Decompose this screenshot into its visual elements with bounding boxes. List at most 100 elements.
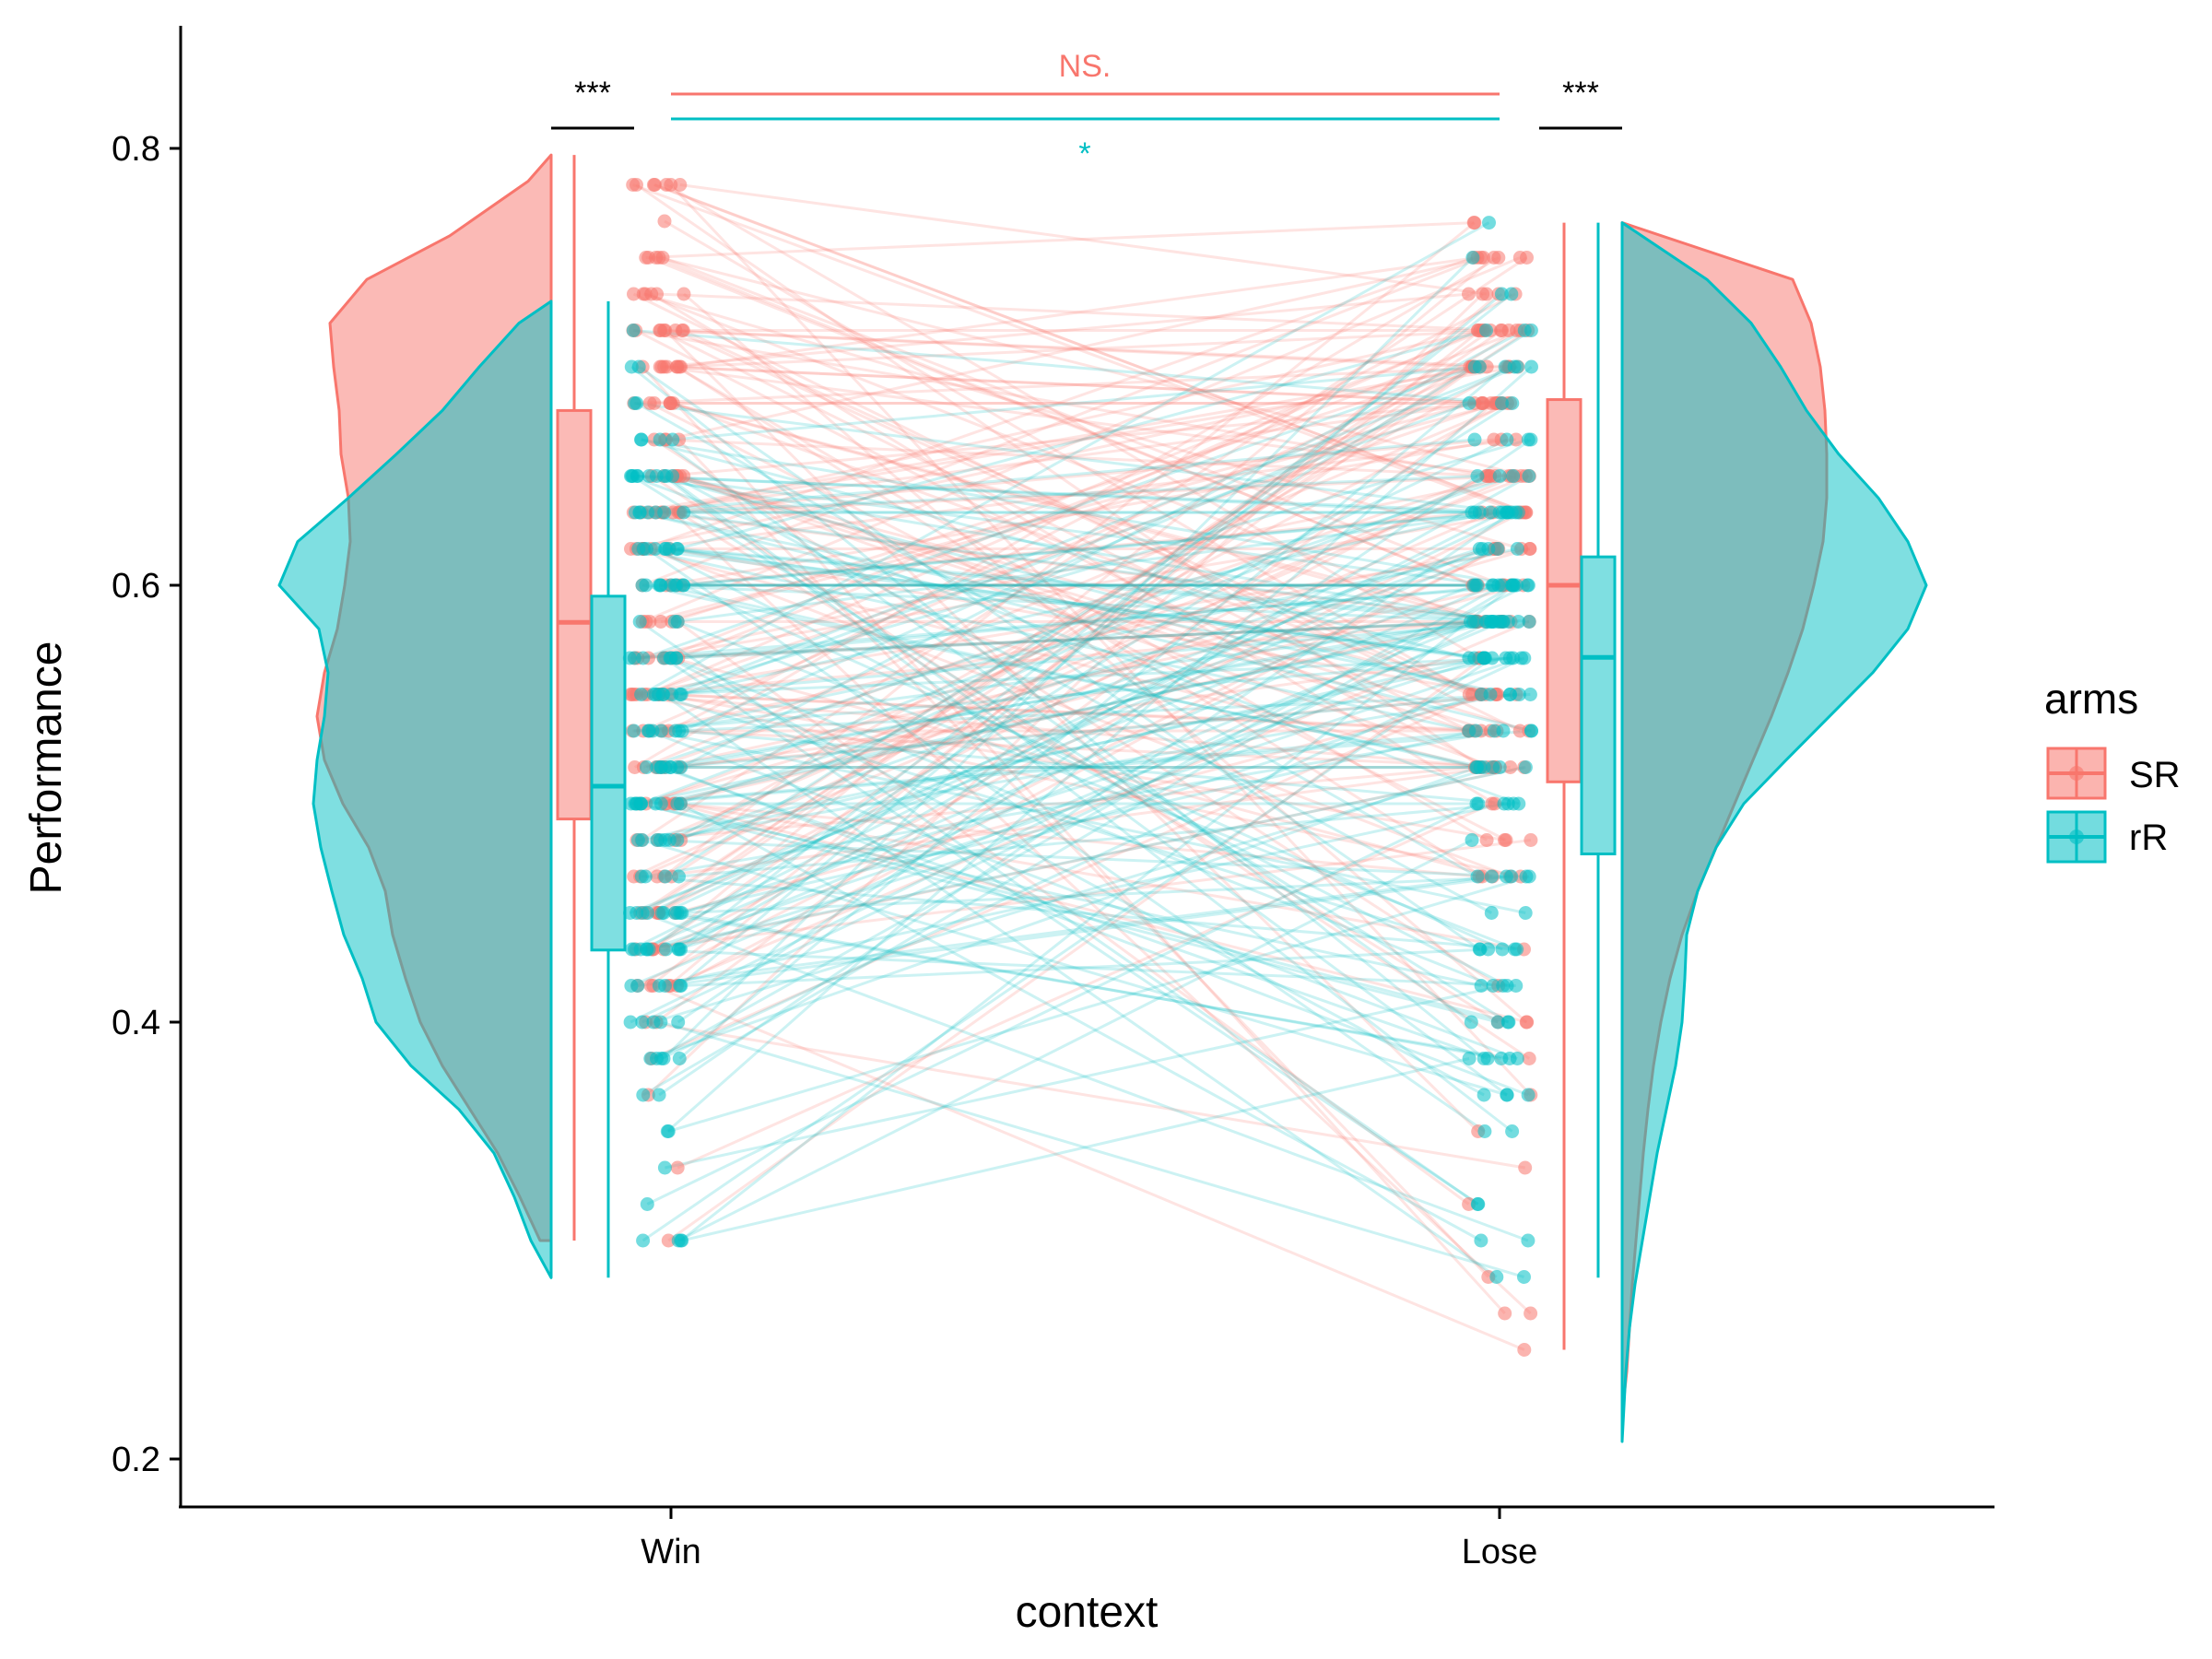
paired-line-rR (676, 583, 1512, 660)
paired-line-SR (677, 329, 1522, 660)
paired-line-rR (670, 656, 1494, 987)
paired-line-SR (653, 183, 1527, 514)
paired-line-SR (669, 547, 1496, 696)
point-lose-rR (1496, 615, 1511, 629)
point-lose-rR (1522, 615, 1536, 629)
point-lose-rR (1462, 1052, 1477, 1065)
density-clouds-layer (277, 153, 1928, 1443)
paired-line-rR (665, 656, 1484, 841)
paired-line-rR (630, 729, 1495, 806)
point-win-rR (622, 651, 637, 665)
box (1546, 398, 1583, 783)
point-win-SR (670, 1160, 685, 1175)
paired-line-SR (636, 766, 1476, 841)
paired-line-SR (649, 402, 1507, 841)
point-lose-SR (1476, 396, 1490, 410)
paired-line-rR (637, 875, 1492, 987)
point-lose-SR (1482, 469, 1497, 483)
paired-line-rR (629, 583, 1528, 1024)
paired-line-rR (679, 875, 1527, 914)
point-lose-SR (1462, 688, 1477, 701)
paired-line-rR (640, 475, 1500, 806)
paired-line-SR (676, 475, 1497, 769)
point-lose-SR (1524, 833, 1538, 847)
paired-line-SR (642, 365, 1480, 733)
point-lose-SR (1520, 251, 1534, 265)
point-win-SR (646, 178, 661, 192)
paired-line-rR (633, 656, 1513, 733)
paired-line-rR (671, 475, 1493, 914)
paired-line-rR (643, 547, 1475, 660)
paired-line-rR (664, 511, 1509, 623)
paired-line-SR (670, 511, 1483, 587)
point-lose-rR (1477, 1124, 1492, 1138)
paired-line-SR (655, 475, 1491, 769)
point-lose-rR (1467, 651, 1482, 665)
point-win-SR (653, 324, 668, 337)
point-lose-rR (1524, 724, 1538, 738)
boxplot-lose-SR (1546, 222, 1583, 1350)
paired-line-SR (653, 365, 1477, 951)
point-lose-SR (1523, 542, 1537, 556)
point-win-rR (652, 1088, 666, 1102)
paired-line-SR (641, 256, 1475, 550)
paired-line-rR (641, 438, 1470, 660)
point-lose-SR (1503, 760, 1518, 774)
paired-line-rR (645, 547, 1486, 1133)
point-lose-rR (1521, 1233, 1535, 1248)
point-lose-rR (1471, 1197, 1486, 1211)
point-win-rR (650, 760, 665, 774)
point-win-rR (639, 578, 653, 593)
paired-line-rR (654, 547, 1508, 987)
point-win-SR (676, 324, 690, 337)
point-win-rR (663, 760, 677, 774)
y-tick-label: 0.6 (112, 567, 160, 606)
point-lose-rR (1467, 505, 1482, 520)
point-win-rR (673, 906, 688, 920)
point-win-SR (653, 615, 668, 629)
paired-line-SR (665, 438, 1496, 477)
point-lose-rR (1465, 833, 1479, 847)
paired-line-SR (653, 984, 1525, 1351)
paired-line-SR (640, 511, 1494, 878)
paired-line-rR (678, 292, 1503, 987)
paired-line-SR (672, 511, 1532, 1315)
point-lose-SR (1494, 324, 1508, 337)
point-lose-rR (1483, 505, 1498, 520)
point-lose-rR (1485, 651, 1500, 665)
paired-line-SR (680, 802, 1524, 951)
point-win-rR (672, 1052, 687, 1065)
paired-line-SR (636, 693, 1522, 878)
paired-line-rR (659, 802, 1505, 987)
paired-line-rR (654, 693, 1481, 951)
point-win-rR (631, 359, 646, 374)
paired-line-SR (677, 438, 1489, 1278)
paired-line-rR (665, 547, 1494, 623)
paired-line-rR (665, 475, 1509, 1097)
paired-line-rR (658, 511, 1513, 1097)
paired-line-SR (633, 365, 1488, 514)
point-lose-rR (1494, 287, 1509, 301)
point-lose-SR (1499, 833, 1513, 847)
paired-line-SR (670, 402, 1500, 623)
paired-line-SR (665, 438, 1502, 587)
point-lose-rR (1467, 432, 1482, 447)
paired-line-SR (639, 365, 1471, 914)
box (590, 594, 627, 952)
paired-line-rR (641, 875, 1515, 951)
paired-line-SR (635, 839, 1532, 951)
density-cloud-win-rR (277, 300, 553, 1279)
x-axis-title: context (1016, 1588, 1159, 1637)
point-lose-rR (1509, 979, 1524, 993)
paired-line-rR (672, 365, 1480, 441)
y-ticks: 0.2 0.4 0.6 0.8 (112, 130, 181, 1479)
paired-line-SR (644, 292, 1478, 623)
point-win-rR (626, 469, 641, 483)
point-lose-SR (1479, 833, 1494, 847)
paired-line-SR (633, 256, 1500, 769)
point-win-rR (658, 869, 673, 884)
paired-line-rR (642, 583, 1514, 1097)
paired-lines-layer (629, 183, 1533, 1351)
paired-line-SR (665, 583, 1524, 806)
